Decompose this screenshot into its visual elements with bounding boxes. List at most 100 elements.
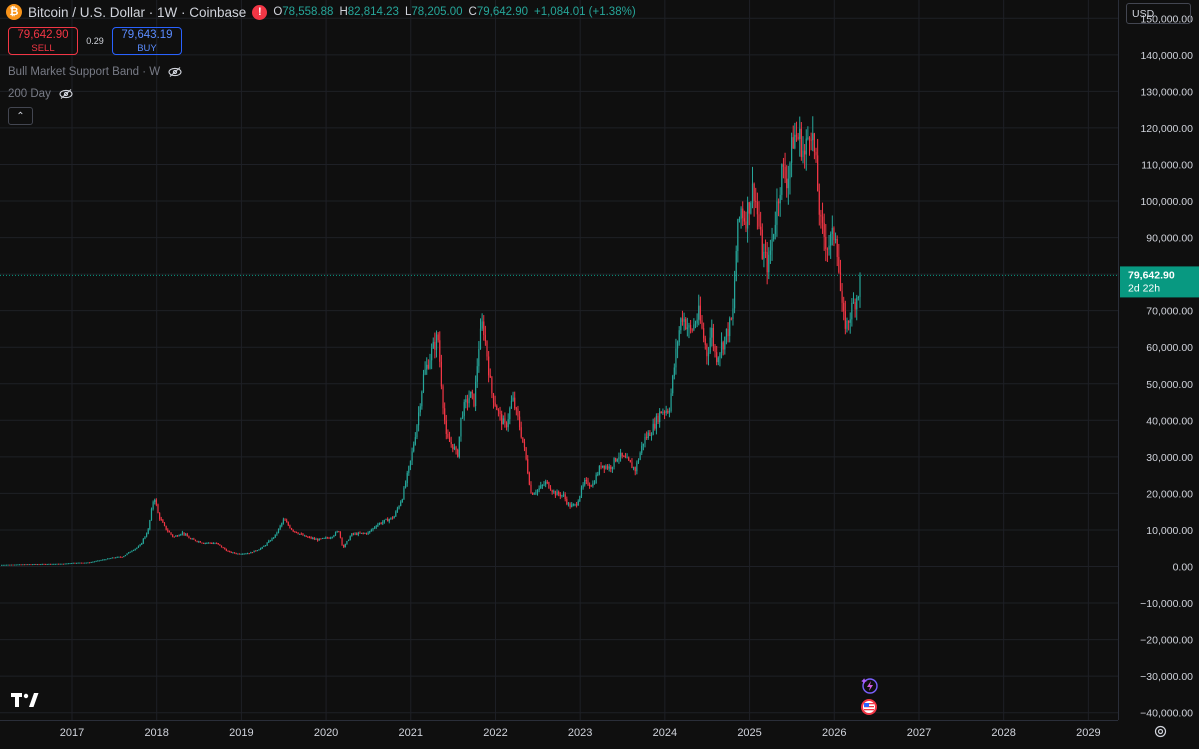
buy-button[interactable]: 79,643.19 BUY xyxy=(112,27,182,55)
candle-body xyxy=(206,542,208,544)
candle-body xyxy=(253,550,255,553)
price-axis[interactable]: 150,000.00 140,000.00 130,000.00 120,000.00… xyxy=(1118,0,1199,720)
candle-body xyxy=(787,178,789,189)
candle-body xyxy=(821,216,824,223)
candle-body xyxy=(574,504,576,506)
candle-body xyxy=(636,462,638,472)
candle-body xyxy=(194,539,197,541)
candle-body xyxy=(351,533,353,537)
candle-body xyxy=(846,320,848,329)
price-tick-label: 90,000.00 xyxy=(1146,233,1193,245)
buy-price: 79,643.19 xyxy=(121,29,173,41)
candle-body xyxy=(742,208,744,219)
candle-body xyxy=(579,496,581,502)
candle-body xyxy=(396,508,399,512)
candle-body xyxy=(106,558,109,560)
candle-body xyxy=(383,519,385,523)
candle-body xyxy=(606,466,609,469)
candle-body xyxy=(248,553,250,555)
candle-body xyxy=(678,330,680,343)
candle-body xyxy=(479,328,482,349)
candle-body xyxy=(308,537,311,539)
candle-body xyxy=(559,494,561,497)
candle-body xyxy=(680,318,682,331)
candle-body xyxy=(77,562,79,564)
candle-body xyxy=(502,418,504,425)
candle-body xyxy=(589,485,591,487)
settings-icon[interactable] xyxy=(1153,724,1168,739)
time-tick-label: 2021 xyxy=(399,727,423,739)
candle-body xyxy=(667,410,669,413)
candle-body xyxy=(336,531,338,533)
candle-body xyxy=(145,533,148,537)
currency-selector[interactable]: USD xyxy=(1126,3,1191,24)
candle-body xyxy=(569,503,571,508)
candle-body xyxy=(357,532,359,535)
time-tick-label: 2026 xyxy=(822,727,846,739)
candle-body xyxy=(613,457,615,467)
candle-body xyxy=(655,415,658,429)
candle-body xyxy=(831,227,833,234)
candle-body xyxy=(286,520,288,523)
candle-body xyxy=(367,532,369,534)
candle-body xyxy=(281,523,283,526)
candle-body xyxy=(1,564,3,566)
symbol-title[interactable]: Bitcoin / U.S. Dollar · 1W · Coinbase xyxy=(28,4,247,20)
candle-body xyxy=(434,341,436,350)
candle-body xyxy=(733,281,736,309)
candle-body xyxy=(30,564,32,566)
candle-body xyxy=(530,484,532,493)
candle-body xyxy=(593,483,596,485)
indicator-bull-market-band[interactable]: Bull Market Support Band · W xyxy=(8,66,182,78)
time-tick-label: 2019 xyxy=(229,727,253,739)
candle-body xyxy=(437,334,439,341)
candle-body xyxy=(564,494,566,499)
us-flag-event-icon[interactable] xyxy=(860,698,878,716)
candle-body xyxy=(621,452,623,457)
candle-body xyxy=(781,164,783,195)
candle-body xyxy=(768,254,770,273)
tradingview-logo-icon[interactable] xyxy=(10,690,40,710)
indicator-name: 200 Day xyxy=(8,88,51,100)
candle-body xyxy=(582,484,584,488)
candle-body xyxy=(48,563,50,565)
chart-pane[interactable] xyxy=(0,0,1118,720)
candle-body xyxy=(20,564,22,566)
candle-body xyxy=(665,410,667,413)
candle-body xyxy=(611,466,614,470)
eye-hidden-icon[interactable] xyxy=(168,67,182,77)
candle-body xyxy=(828,245,830,250)
candle-body xyxy=(447,433,449,438)
candle-body xyxy=(626,457,628,459)
candle-body xyxy=(417,412,420,426)
candle-body xyxy=(558,491,560,495)
candle-body xyxy=(4,564,6,566)
candle-body xyxy=(797,136,799,140)
sell-button[interactable]: 79,642.90 SELL xyxy=(8,27,78,55)
current-price-label: 79,642.90 xyxy=(1128,269,1175,281)
candle-body xyxy=(615,457,617,462)
candle-body xyxy=(851,302,853,320)
candle-body xyxy=(637,459,640,463)
alert-icon[interactable]: ! xyxy=(252,4,268,20)
candle-body xyxy=(478,348,480,367)
candlestick-chart[interactable] xyxy=(0,0,1118,720)
candle-body xyxy=(790,137,793,163)
collapse-legend-button[interactable]: ⌃ xyxy=(8,107,33,125)
indicator-200-day[interactable]: 200 Day xyxy=(8,88,73,100)
sparkle-lightning-icon[interactable] xyxy=(860,677,878,695)
candle-body xyxy=(230,551,232,553)
candle-body xyxy=(12,564,14,566)
time-axis[interactable]: 2017 2018 2019 2020 2021 2022 2023 2024 2025 2026… xyxy=(0,720,1118,744)
candle-body xyxy=(297,532,299,534)
candle-body xyxy=(650,434,653,437)
candle-body xyxy=(168,531,170,533)
candle-body xyxy=(326,537,328,539)
eye-hidden-icon[interactable] xyxy=(59,89,73,99)
candle-body xyxy=(139,544,141,547)
candle-body xyxy=(45,563,47,565)
bitcoin-icon[interactable]: ₿ xyxy=(6,4,22,20)
candle-body xyxy=(406,472,408,484)
candle-body xyxy=(616,459,618,462)
candle-body xyxy=(172,534,174,537)
